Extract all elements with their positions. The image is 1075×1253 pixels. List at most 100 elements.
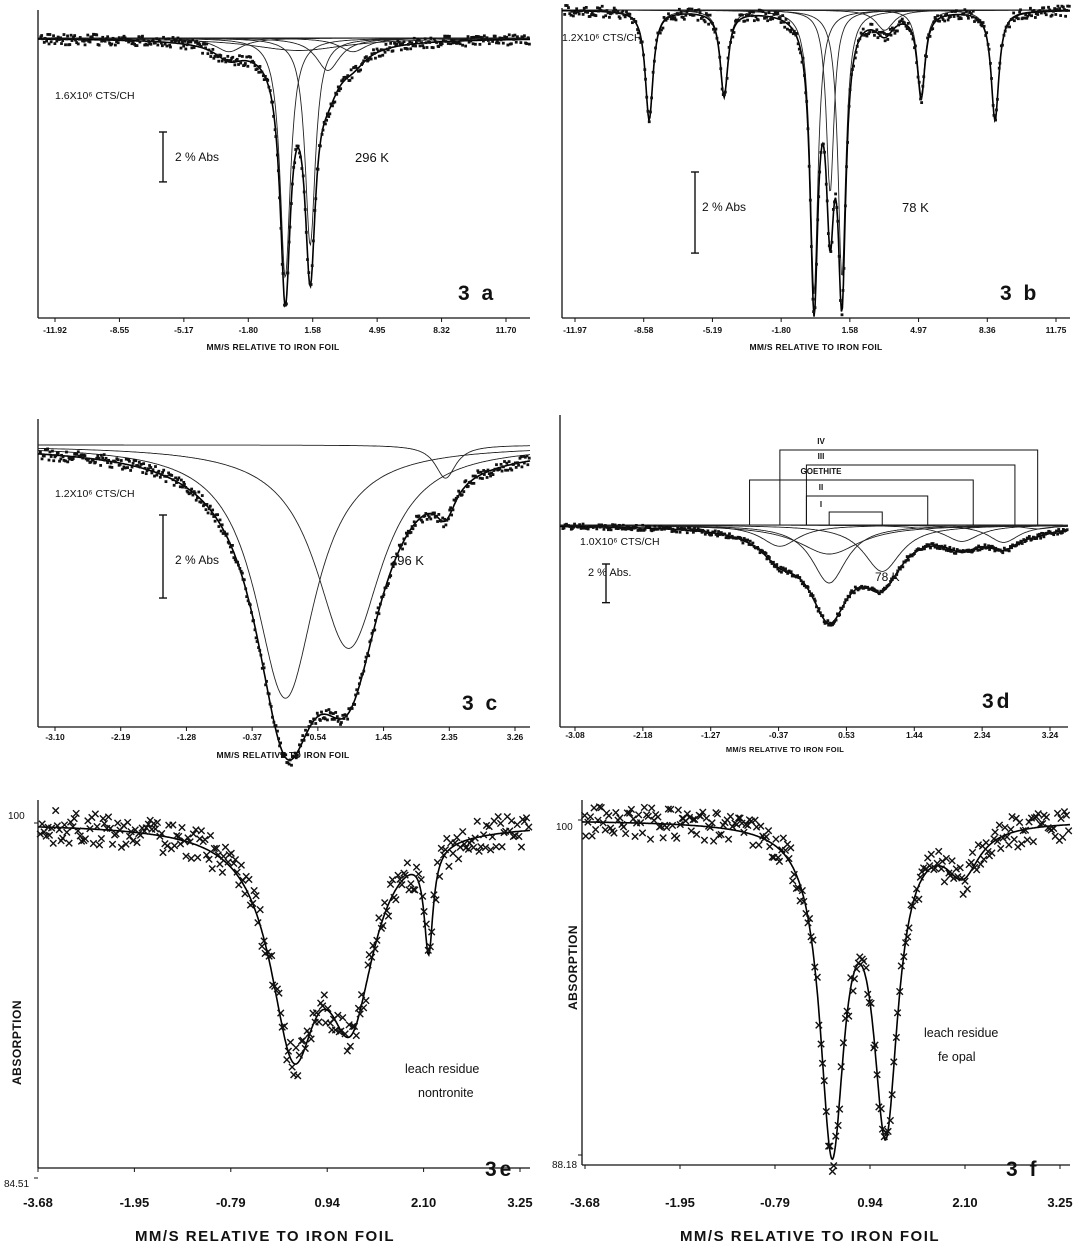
data-point xyxy=(467,836,476,845)
data-point xyxy=(1046,9,1049,13)
data-point xyxy=(949,874,958,883)
data-point xyxy=(208,504,212,508)
data-point xyxy=(410,41,414,45)
data-point xyxy=(920,547,924,551)
data-point xyxy=(924,545,927,548)
data-point xyxy=(681,16,685,19)
data-point xyxy=(784,570,788,573)
data-point xyxy=(601,524,605,528)
data-point xyxy=(754,15,758,19)
data-point xyxy=(744,14,748,17)
data-point xyxy=(567,6,570,9)
data-point xyxy=(916,75,920,79)
data-point xyxy=(960,550,964,554)
data-point xyxy=(833,200,836,204)
data-point xyxy=(409,885,418,894)
data-point xyxy=(762,551,765,555)
data-point xyxy=(310,264,314,268)
data-point xyxy=(219,54,223,57)
data-point xyxy=(218,868,227,876)
data-point xyxy=(271,715,274,719)
data-point xyxy=(652,528,655,532)
data-point xyxy=(289,202,293,205)
data-point xyxy=(382,593,386,597)
data-point xyxy=(893,1009,902,1017)
data-point xyxy=(461,38,465,42)
data-point xyxy=(967,16,970,20)
data-point xyxy=(994,546,998,550)
data-point xyxy=(127,458,131,462)
data-point xyxy=(288,758,292,762)
data-point xyxy=(585,527,589,530)
data-point xyxy=(345,76,349,80)
data-point xyxy=(287,240,291,244)
data-point xyxy=(1003,29,1007,33)
data-point xyxy=(620,527,624,531)
data-point xyxy=(582,526,586,530)
data-point xyxy=(350,1022,359,1031)
data-point xyxy=(516,461,519,465)
data-point xyxy=(1002,546,1006,550)
data-point xyxy=(1042,6,1046,10)
data-point xyxy=(594,816,602,824)
x-tick-label: -3.10 xyxy=(45,732,65,742)
data-point xyxy=(679,10,683,14)
data-point xyxy=(935,543,938,547)
data-point xyxy=(306,733,310,737)
site-bracket xyxy=(828,511,883,525)
data-point xyxy=(357,990,366,999)
data-point xyxy=(45,39,49,43)
x-tick-label: 2.35 xyxy=(441,732,458,742)
data-point xyxy=(588,832,596,840)
data-point xyxy=(1059,14,1063,17)
data-point xyxy=(53,42,57,45)
data-point xyxy=(252,619,255,622)
data-point xyxy=(639,528,643,532)
data-point xyxy=(845,598,849,602)
site-label-goethite: GOETHITE xyxy=(800,467,842,476)
data-point xyxy=(93,822,101,831)
data-point xyxy=(581,13,585,16)
data-point xyxy=(87,457,90,461)
data-point xyxy=(449,506,453,510)
data-point xyxy=(931,27,935,31)
data-point xyxy=(58,834,67,842)
data-point xyxy=(993,837,1002,846)
data-point xyxy=(359,1004,368,1012)
data-point xyxy=(746,18,749,22)
data-point xyxy=(374,56,377,60)
site-bracket xyxy=(749,479,974,525)
data-point xyxy=(523,34,526,38)
data-point xyxy=(60,453,63,457)
data-point xyxy=(973,20,976,23)
data-point xyxy=(355,688,359,692)
data-point xyxy=(165,44,169,48)
data-point xyxy=(674,806,682,814)
data-point xyxy=(69,33,73,37)
data-point xyxy=(220,523,224,527)
data-point xyxy=(959,890,967,898)
data-point xyxy=(506,468,510,472)
data-point xyxy=(246,599,250,603)
data-point xyxy=(813,599,817,603)
data-point xyxy=(47,824,56,832)
data-point xyxy=(1041,532,1045,535)
data-point xyxy=(906,21,910,25)
data-point xyxy=(308,281,312,285)
data-point xyxy=(369,941,377,950)
data-point xyxy=(907,558,910,562)
data-point xyxy=(806,585,810,589)
data-point xyxy=(708,13,712,17)
data-point xyxy=(958,549,961,553)
data-point xyxy=(781,566,785,570)
data-point xyxy=(227,541,231,545)
data-point xyxy=(260,70,264,74)
data-point xyxy=(59,457,63,461)
data-point xyxy=(417,875,425,884)
data-point xyxy=(933,545,937,549)
data-point xyxy=(422,920,430,928)
data-point xyxy=(302,190,306,194)
x-tick-label: 4.95 xyxy=(368,325,386,335)
data-point xyxy=(947,549,950,553)
data-point xyxy=(89,460,93,464)
